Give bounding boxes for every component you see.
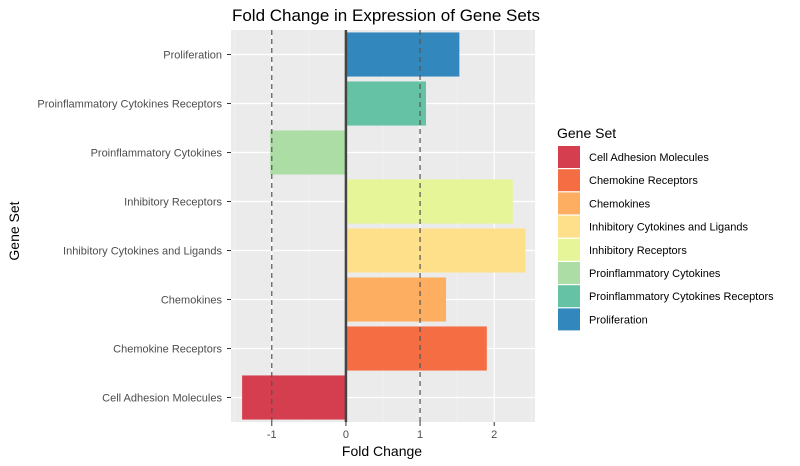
x-tick-label: -1 [267, 429, 277, 441]
legend-label: Cell Adhesion Molecules [589, 152, 709, 164]
legend-swatch [558, 215, 580, 238]
bar [345, 326, 487, 371]
legend-label: Proinflammatory Cytokines [589, 268, 721, 280]
y-tick-label: Inhibitory Cytokines and Ligands [63, 246, 222, 258]
bar [345, 81, 427, 126]
reference-lines [271, 30, 421, 422]
legend-swatch [558, 192, 580, 215]
legend-swatch [558, 285, 580, 308]
bar [345, 179, 513, 224]
legend-swatch [558, 262, 580, 284]
y-tick-label: Proinflammatory Cytokines Receptors [37, 99, 222, 111]
bar [345, 277, 447, 322]
bar [345, 228, 526, 273]
legend-swatch [558, 238, 580, 261]
x-axis: -1 0 1 2 [267, 422, 497, 441]
legend-swatch [558, 169, 580, 192]
legend-label: Proinflammatory Cytokines Receptors [589, 291, 774, 303]
bar [345, 32, 460, 77]
y-tick-label: Chemokines [161, 295, 223, 307]
x-tick-label: 0 [343, 429, 349, 441]
bar [270, 130, 346, 175]
y-tick-label: Proliferation [163, 50, 222, 62]
y-axis: Cell Adhesion Molecules Chemokine Recepto… [37, 50, 231, 405]
y-tick-label: Inhibitory Receptors [124, 197, 222, 209]
legend-title: Gene Set [557, 125, 616, 141]
legend-label: Chemokine Receptors [589, 175, 698, 187]
legend-label: Chemokines [589, 198, 651, 210]
x-axis-title: Fold Change [342, 443, 422, 459]
legend-swatch [558, 308, 580, 331]
y-tick-label: Chemokine Receptors [113, 344, 222, 356]
legend-label: Proliferation [589, 314, 648, 326]
legend-swatch [558, 146, 580, 168]
x-tick-label: 1 [417, 429, 423, 441]
bars [242, 32, 526, 420]
legend-label: Inhibitory Receptors [589, 245, 687, 257]
bar [242, 375, 346, 420]
y-tick-label: Cell Adhesion Molecules [102, 393, 222, 405]
y-tick-label: Proinflammatory Cytokines [91, 148, 223, 160]
x-tick-label: 2 [491, 429, 497, 441]
legend: Gene Set Cell Adhesion Molecules Chemokin… [557, 125, 774, 331]
legend-label: Inhibitory Cytokines and Ligands [589, 222, 748, 234]
y-axis-title: Gene Set [6, 201, 22, 260]
chart-title: Fold Change in Expression of Gene Sets [232, 6, 540, 25]
